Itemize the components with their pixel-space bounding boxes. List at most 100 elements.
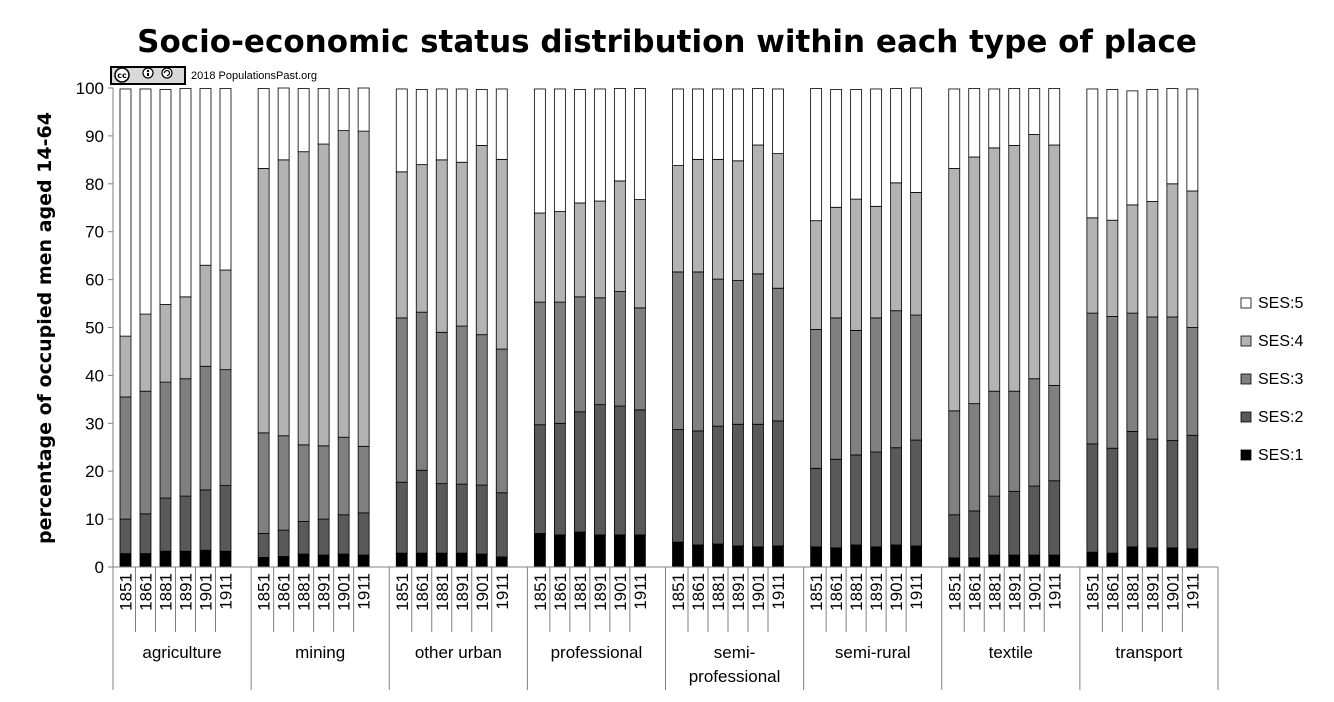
bar-segment-ses5 (1028, 88, 1041, 135)
bar-segment-ses2 (257, 533, 270, 558)
bar-segment-ses3 (1028, 378, 1041, 487)
bar-segment-ses1 (297, 553, 310, 568)
x-tick-label-year: 1891 (177, 573, 196, 611)
bar-segment-ses3 (752, 273, 764, 425)
y-tick-label: 90 (85, 127, 104, 146)
bar-segment-ses5 (593, 88, 606, 202)
bar-segment-ses4 (317, 143, 330, 447)
bar-segment-ses3 (1106, 316, 1119, 449)
cc-icon: cc (114, 67, 130, 83)
x-tick-label-year: 1851 (117, 573, 136, 611)
bar-segment-ses1 (395, 552, 408, 568)
bar-segment-ses2 (1186, 434, 1199, 550)
bar-segment-ses3 (810, 329, 823, 469)
bar-segment-ses5 (1008, 88, 1021, 146)
bar-segment-ses2 (337, 514, 350, 555)
x-tick-label-year: 1881 (847, 573, 866, 611)
bar-segment-ses3 (732, 280, 744, 425)
bar-segment-ses3 (1008, 390, 1021, 492)
bar-segment-ses5 (1106, 89, 1119, 221)
bar-segment-ses4 (337, 130, 350, 438)
bar-segment-ses1 (968, 557, 981, 568)
bar-segment-ses3 (890, 310, 903, 449)
bar-segment-ses4 (1086, 217, 1099, 314)
bar-segment-ses4 (772, 153, 784, 289)
bar-segment-ses2 (455, 483, 468, 554)
bar-segment-ses2 (357, 512, 370, 556)
bar-segment-ses1 (199, 549, 212, 568)
bar-segment-ses2 (573, 411, 586, 533)
bar-segment-ses5 (870, 88, 883, 207)
bar-segment-ses1 (277, 556, 290, 568)
x-tick-label-year: 1901 (197, 573, 216, 611)
x-tick-label-year: 1901 (473, 573, 492, 611)
bar-segment-ses5 (119, 88, 132, 337)
bar-segment-ses4 (672, 165, 684, 273)
bar-segment-ses5 (633, 88, 646, 201)
bar-segment-ses4 (988, 147, 1001, 392)
bar-segment-ses5 (199, 88, 212, 266)
bar-segment-ses2 (910, 439, 923, 547)
bar-segment-ses3 (692, 271, 704, 432)
bar-group-semi-rural (810, 87, 923, 568)
bar-group-transport (1086, 88, 1199, 568)
legend-item-ses2: SES:2 (1240, 409, 1303, 426)
bar-segment-ses1 (573, 531, 586, 568)
bar-segment-ses3 (772, 287, 784, 422)
x-tick-label-year: 1911 (355, 573, 374, 610)
bar-segment-ses3 (1186, 327, 1199, 436)
bar-segment-ses1 (357, 554, 370, 568)
bar-segment-ses1 (1086, 551, 1099, 568)
bar-segment-ses2 (219, 485, 232, 552)
bar-segment-ses1 (415, 552, 428, 568)
bar-segment-ses4 (277, 159, 290, 437)
x-tick-label-year: 1911 (493, 573, 512, 610)
bar-segment-ses1 (988, 554, 1001, 568)
bar-segment-ses4 (810, 220, 823, 330)
bar-segment-ses2 (988, 495, 1001, 556)
bar-segment-ses5 (752, 88, 764, 146)
bar-segment-ses4 (1008, 145, 1021, 392)
bar-segment-ses4 (712, 158, 724, 280)
bar-segment-ses2 (968, 510, 981, 559)
x-tick-label-year: 1891 (453, 573, 472, 611)
bar-segment-ses1 (633, 534, 646, 568)
bar-segment-ses4 (830, 206, 843, 319)
bar-segment-ses1 (593, 534, 606, 568)
bar-segment-ses3 (415, 311, 428, 471)
bar-group-mining (257, 87, 370, 568)
bar-segment-ses4 (415, 164, 428, 313)
bar-segment-ses4 (1028, 134, 1041, 380)
bar-segment-ses4 (910, 192, 923, 316)
bar-segment-ses3 (988, 390, 1001, 497)
bar-segment-ses5 (1186, 88, 1199, 192)
bar-segment-ses1 (613, 534, 626, 568)
bar-segment-ses2 (810, 467, 823, 548)
x-group-label: mining (295, 643, 345, 662)
bar-segment-ses2 (1126, 431, 1139, 548)
x-tick-label-year: 1851 (669, 573, 688, 611)
y-tick-label: 80 (85, 175, 104, 194)
bar-segment-ses3 (357, 445, 370, 514)
bar-segment-ses3 (1048, 385, 1061, 482)
bar-segment-ses1 (119, 553, 132, 568)
bar-segment-ses2 (633, 409, 646, 536)
bar-segment-ses2 (395, 481, 408, 554)
x-tick-label-year: 1861 (275, 573, 294, 611)
bar-group-semi-professional (672, 88, 784, 568)
x-tick-label-year: 1861 (137, 573, 156, 611)
bar-segment-ses1 (850, 544, 863, 568)
bar-segment-ses2 (890, 447, 903, 546)
bar-segment-ses5 (692, 88, 704, 160)
y-axis-label: percentage of occupied men aged 14-64 (34, 112, 56, 544)
legend-item-ses5: SES:5 (1240, 295, 1303, 312)
bar-segment-ses5 (277, 87, 290, 161)
bar-segment-ses2 (692, 430, 704, 546)
y-tick-label: 100 (76, 79, 104, 98)
bar-segment-ses2 (179, 495, 192, 552)
chart-title: Socio-economic status distribution withi… (137, 24, 1197, 60)
bar-segment-ses3 (1166, 316, 1179, 441)
y-tick-label: 0 (95, 558, 104, 577)
bar-segment-ses5 (772, 88, 784, 155)
